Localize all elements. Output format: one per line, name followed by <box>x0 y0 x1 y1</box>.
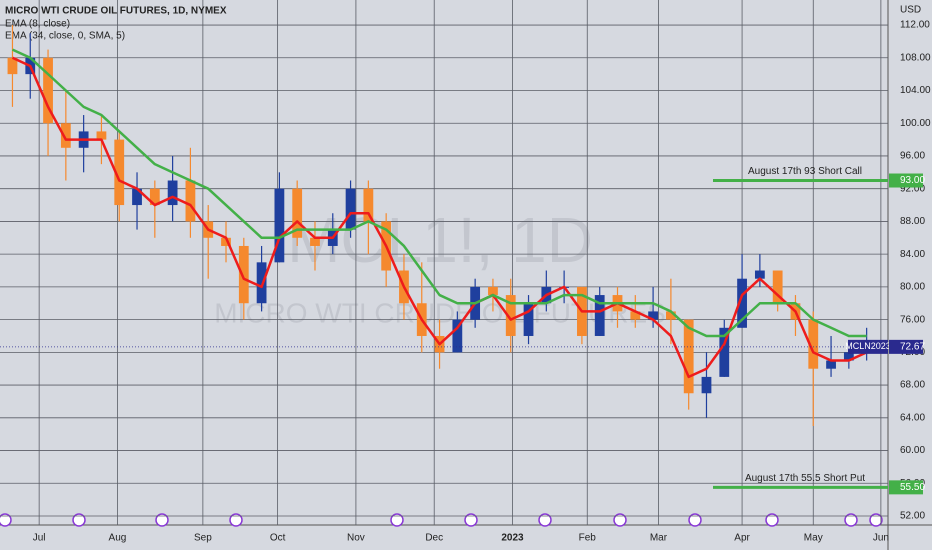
price-tag-label: 93.00 <box>900 175 925 186</box>
symbol-tag <box>848 339 888 354</box>
x-tick-label: Dec <box>425 533 443 544</box>
x-tick-label: Nov <box>347 533 365 544</box>
x-tick-label: Jun <box>873 533 889 544</box>
candle-body <box>149 188 160 206</box>
candle-body <box>772 270 783 304</box>
event-icon <box>464 513 478 527</box>
price-tag <box>889 173 923 188</box>
event-icon <box>538 513 552 527</box>
candle-body <box>666 311 676 320</box>
candle-body <box>701 376 712 394</box>
candle-body <box>523 303 534 336</box>
candle-body <box>488 286 498 296</box>
level-label: August 17th 55.5 Short Put <box>745 473 865 484</box>
y-tick-label: 104.00 <box>900 85 931 96</box>
candle-body <box>648 311 658 320</box>
candle-body <box>43 57 53 124</box>
candle-body <box>60 123 71 148</box>
indicator-line <box>11 56 868 379</box>
y-tick-label: 108.00 <box>900 52 931 63</box>
chart-title: MICRO WTI CRUDE OIL FUTURES, 1D, NYMEX <box>5 6 227 17</box>
candle-body <box>737 278 747 328</box>
x-tick-label: Feb <box>579 533 597 544</box>
watermark: MCL1!, 1D <box>287 204 593 276</box>
x-tick-label: Jul <box>33 533 46 544</box>
y-tick-label: 52.00 <box>900 511 925 522</box>
candle-body <box>167 180 178 206</box>
axis-unit: USD <box>900 5 921 16</box>
indicator-label: EMA (8, close) <box>5 19 70 30</box>
y-tick-label: 92.00 <box>900 183 925 194</box>
event-icon <box>688 513 702 527</box>
y-tick-label: 64.00 <box>900 412 925 423</box>
x-tick-label: Aug <box>109 533 127 544</box>
y-tick-label: 76.00 <box>900 314 925 325</box>
price-tag-label: 72.67 <box>900 342 925 353</box>
y-tick-label: 88.00 <box>900 216 925 227</box>
candle-body <box>826 360 836 369</box>
x-tick-label: Sep <box>194 533 212 544</box>
candle-body <box>452 319 463 353</box>
event-icon <box>390 513 404 527</box>
x-tick-label: May <box>804 533 823 544</box>
candle-body <box>310 237 320 246</box>
candle-body <box>185 180 196 222</box>
x-tick-label: Mar <box>650 533 668 544</box>
candle-body <box>132 188 142 206</box>
x-tick-label: Oct <box>270 533 286 544</box>
candle-body <box>505 295 516 336</box>
candle-body <box>238 245 249 304</box>
candle-body <box>594 295 605 336</box>
event-icon <box>765 513 779 527</box>
candle-body <box>96 131 107 140</box>
event-icon <box>72 513 86 527</box>
y-tick-label: 80.00 <box>900 282 925 293</box>
event-icon <box>155 513 169 527</box>
candle-body <box>843 352 854 361</box>
price-tag <box>889 480 923 495</box>
candle-body <box>114 139 125 206</box>
candle-body <box>274 188 285 263</box>
y-tick-label: 112.00 <box>900 20 930 31</box>
candle-body <box>808 319 819 369</box>
candle-body <box>363 188 374 222</box>
y-tick-label: 96.00 <box>900 151 925 162</box>
price-tag <box>889 339 923 354</box>
candle-body <box>256 262 267 304</box>
event-icon <box>229 513 243 527</box>
event-icons <box>0 513 883 527</box>
event-icon <box>613 513 627 527</box>
candle-body <box>345 188 356 230</box>
candle-body <box>683 319 694 394</box>
y-tick-label: 84.00 <box>900 249 925 260</box>
indicator-label: EMA (34, close, 0, SMA, 5) <box>5 31 125 42</box>
x-tick-label: 2023 <box>501 533 524 544</box>
candle-body <box>7 57 18 75</box>
candle-body <box>221 237 231 246</box>
y-tick-label: 100.00 <box>900 118 931 129</box>
candle-body <box>754 270 765 279</box>
event-icon <box>844 513 858 527</box>
indicator-line <box>11 48 867 338</box>
y-tick-label: 60.00 <box>900 445 925 456</box>
event-icon <box>869 513 883 527</box>
x-tick-label: Apr <box>734 533 750 544</box>
y-tick-label: 68.00 <box>900 380 925 391</box>
level-label: August 17th 93 Short Call <box>748 166 862 177</box>
candle-body <box>719 327 730 377</box>
candle-body <box>630 311 641 320</box>
symbol-label: MCLN2023 <box>845 341 891 351</box>
price-tag-label: 55.50 <box>900 482 925 493</box>
candle-body <box>292 188 303 238</box>
event-icon <box>0 513 12 527</box>
